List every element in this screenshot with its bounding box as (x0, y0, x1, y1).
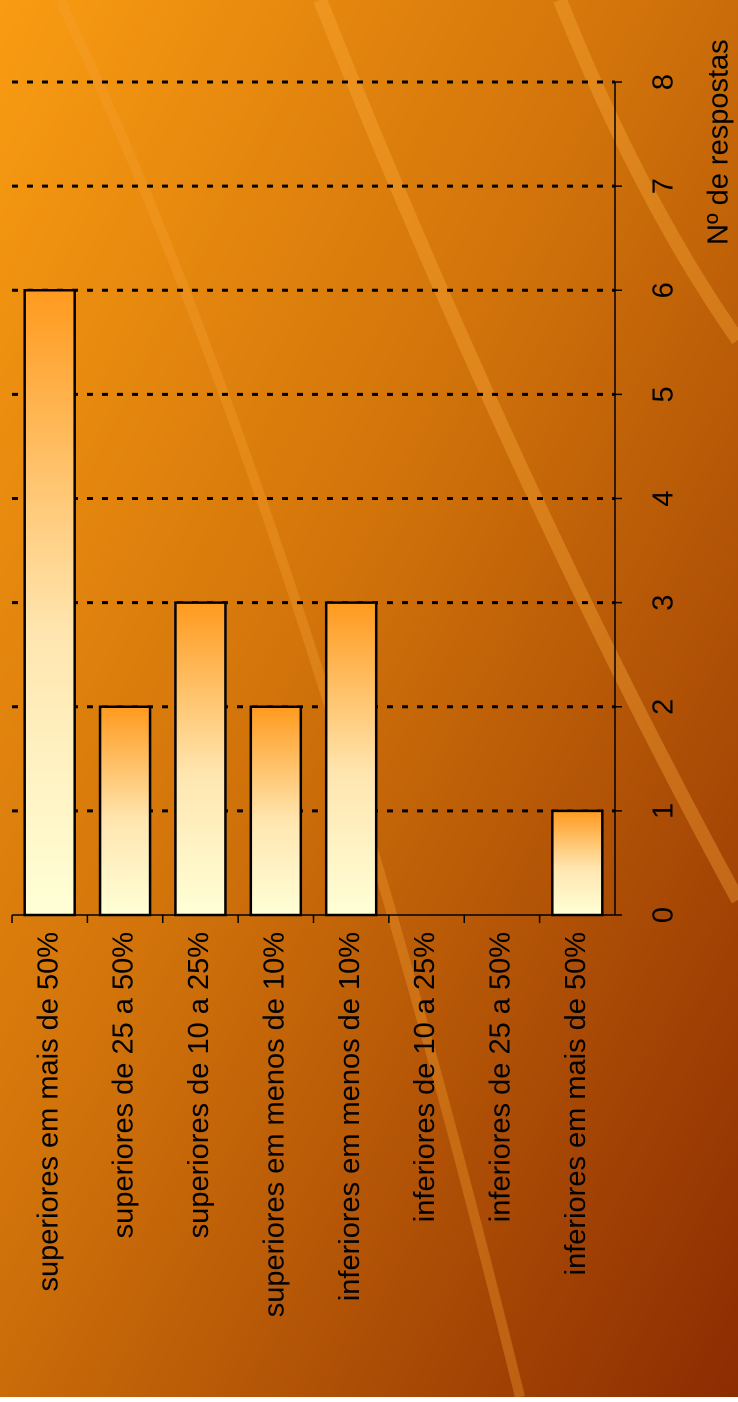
bar (100, 707, 150, 915)
x-tick-label: inferiores de 10 a 25% (409, 932, 441, 1222)
y-tick-label: 7 (648, 178, 680, 194)
y-tick-label: 1 (648, 803, 680, 819)
axis-title: Nº de respostas (703, 39, 735, 245)
y-tick-label: 2 (648, 699, 680, 715)
y-tick-label: 3 (648, 595, 680, 611)
x-tick-label: superiores de 25 a 50% (108, 932, 140, 1238)
bar (175, 603, 225, 915)
x-tick-label: superiores de 10 a 25% (183, 932, 215, 1238)
y-tick-label: 8 (648, 74, 680, 90)
x-tick-label: superiores em menos de 10% (258, 932, 290, 1317)
page: Nº de respostas 0 1 2 3 4 5 6 7 8 superiores em m… (0, 0, 738, 1397)
chart: Nº de respostas 0 1 2 3 4 5 6 7 8 superiores em m… (0, 0, 738, 1397)
x-tick-label: inferiores em menos de 10% (334, 932, 366, 1301)
x-tick-label: superiores em mais de 50% (32, 932, 64, 1291)
y-tick-label: 4 (648, 490, 680, 506)
bar (251, 707, 301, 915)
bar (326, 603, 376, 915)
y-tick-label: 0 (648, 907, 680, 923)
bar (25, 290, 75, 915)
y-tick-label: 5 (648, 386, 680, 402)
y-tick-label: 6 (648, 282, 680, 298)
bar (552, 811, 602, 915)
x-tick-label: inferiores de 25 a 50% (485, 932, 517, 1222)
x-tick-label: inferiores em mais de 50% (560, 932, 592, 1275)
